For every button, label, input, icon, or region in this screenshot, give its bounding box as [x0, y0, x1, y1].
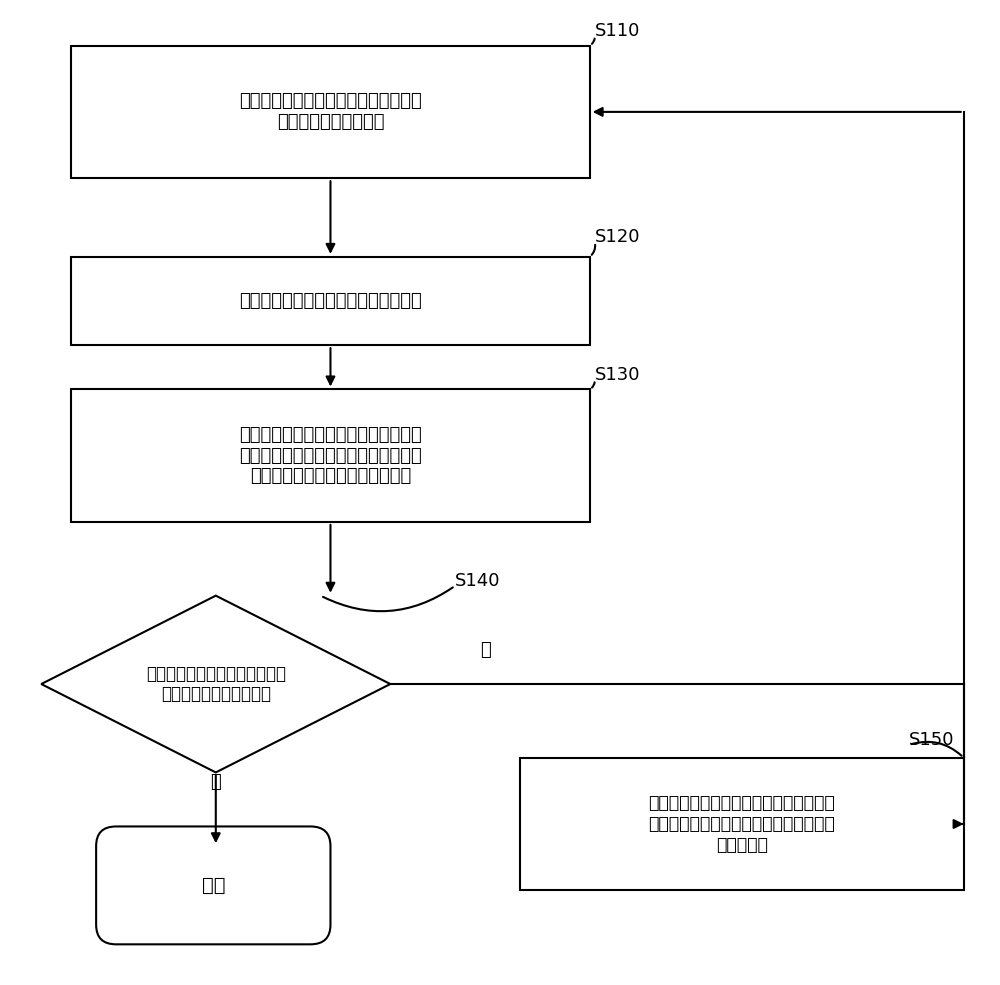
Polygon shape: [41, 596, 390, 772]
Text: 利用安卓板上的处理器获取所述检测图
像中人脸的位置信息，并基于所述位置
信息与预设的人脸的位置进行判断: 利用安卓板上的处理器获取所述检测图 像中人脸的位置信息，并基于所述位置 信息与预…: [239, 426, 422, 486]
FancyBboxPatch shape: [71, 45, 590, 178]
Text: 是: 是: [210, 773, 221, 791]
FancyBboxPatch shape: [96, 826, 330, 945]
Text: 否: 否: [480, 640, 490, 659]
Text: S150: S150: [909, 731, 954, 749]
Text: 利用主控板上的处理器控制机器人运动，
并同时输出与所述多模态输入指令对应的
多模态输出: 利用主控板上的处理器控制机器人运动， 并同时输出与所述多模态输入指令对应的 多模…: [648, 794, 835, 854]
FancyBboxPatch shape: [71, 257, 590, 345]
Text: 结束: 结束: [202, 876, 225, 895]
Text: S110: S110: [595, 22, 640, 39]
Text: S140: S140: [455, 572, 501, 590]
Text: S130: S130: [595, 365, 640, 383]
FancyBboxPatch shape: [520, 757, 964, 890]
Text: S120: S120: [595, 229, 640, 246]
FancyBboxPatch shape: [71, 389, 590, 522]
Text: 调用摄像头以得到包含人脸的检测图像: 调用摄像头以得到包含人脸的检测图像: [239, 292, 422, 310]
Text: 接收多模态输入指令，并根据所述多模
态输入指令调用摄像头: 接收多模态输入指令，并根据所述多模 态输入指令调用摄像头: [239, 93, 422, 131]
Text: 大脸在检测图像中的位置与预设
的人脸的位置是否一致？: 大脸在检测图像中的位置与预设 的人脸的位置是否一致？: [146, 665, 286, 703]
